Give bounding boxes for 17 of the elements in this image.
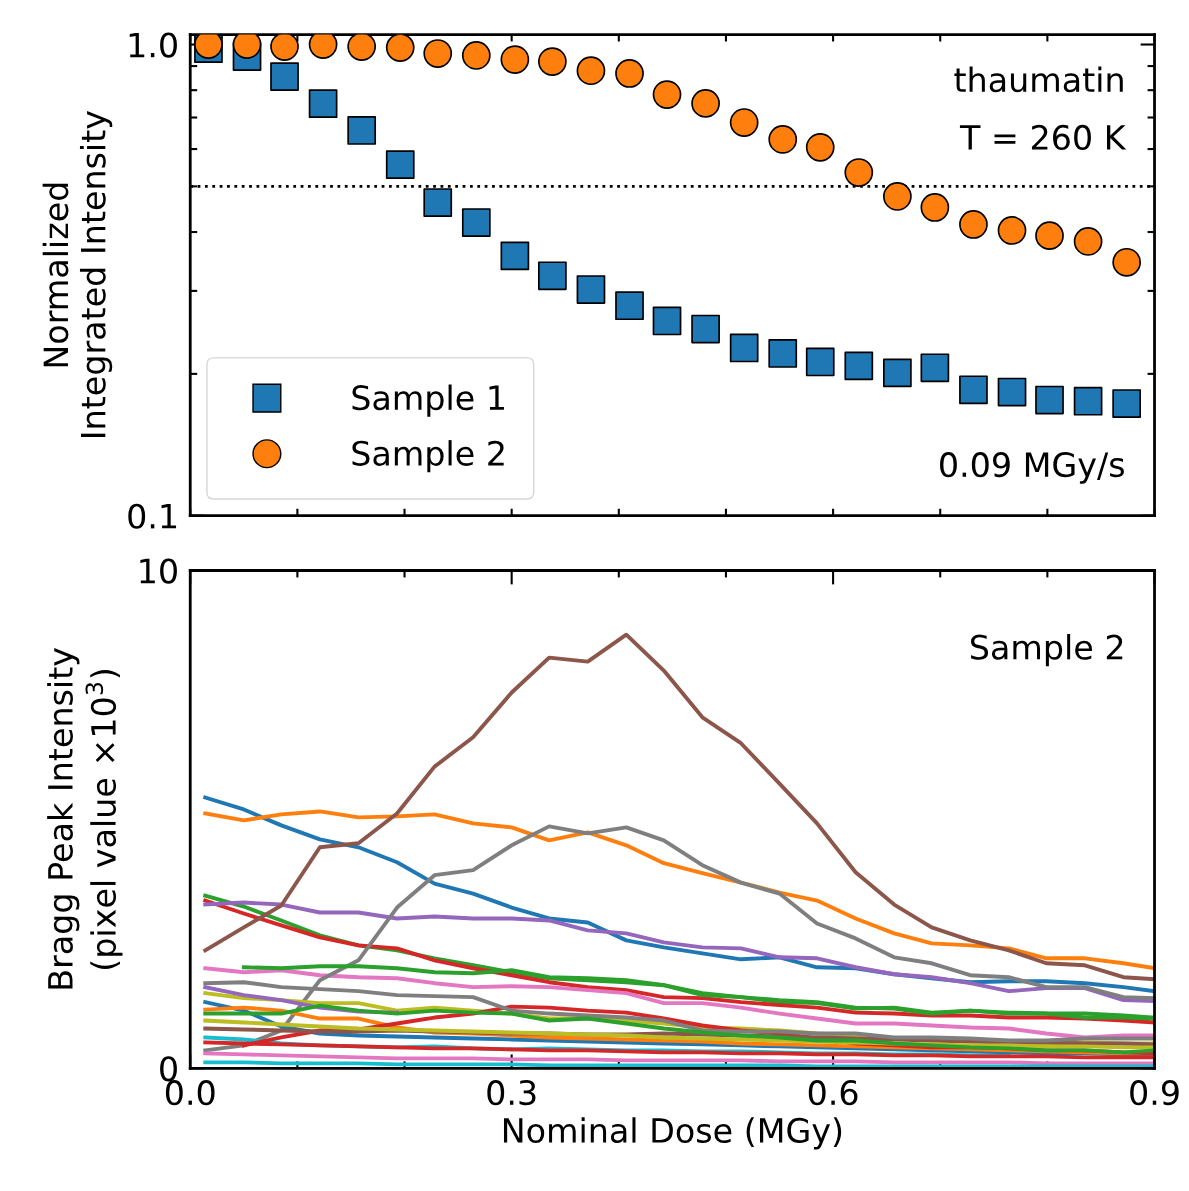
x-tick-label: 0.3 [487, 1080, 536, 1106]
y-tick-label: 0 [160, 1056, 177, 1082]
y-tick-label: 10 [140, 558, 177, 584]
x-tick-label: 0.6 [808, 1080, 858, 1106]
annotation: thaumatin [954, 66, 1123, 93]
y-tick-label: 1.0 [129, 32, 177, 58]
x-tick-label: 0.0 [165, 1080, 215, 1106]
annotation: Sample 2 [971, 634, 1123, 667]
x-axis-title: Nominal Dose (MGy) [503, 1117, 842, 1150]
y-axis-title: Bragg Peak Intensity (pixel value ×10$^{3}$) [47, 648, 123, 989]
annotation: T = 260 K [959, 124, 1127, 151]
y-axis-title: Normalized Integrated Intensity [42, 110, 113, 437]
annotation: 0.09 MGy/s [940, 452, 1124, 484]
legend-label: Sample 1 [352, 384, 504, 417]
x-tick-label: 0.9 [1130, 1080, 1179, 1106]
y-tick-label: 0.1 [128, 503, 177, 529]
legend-label: Sample 2 [352, 440, 504, 473]
